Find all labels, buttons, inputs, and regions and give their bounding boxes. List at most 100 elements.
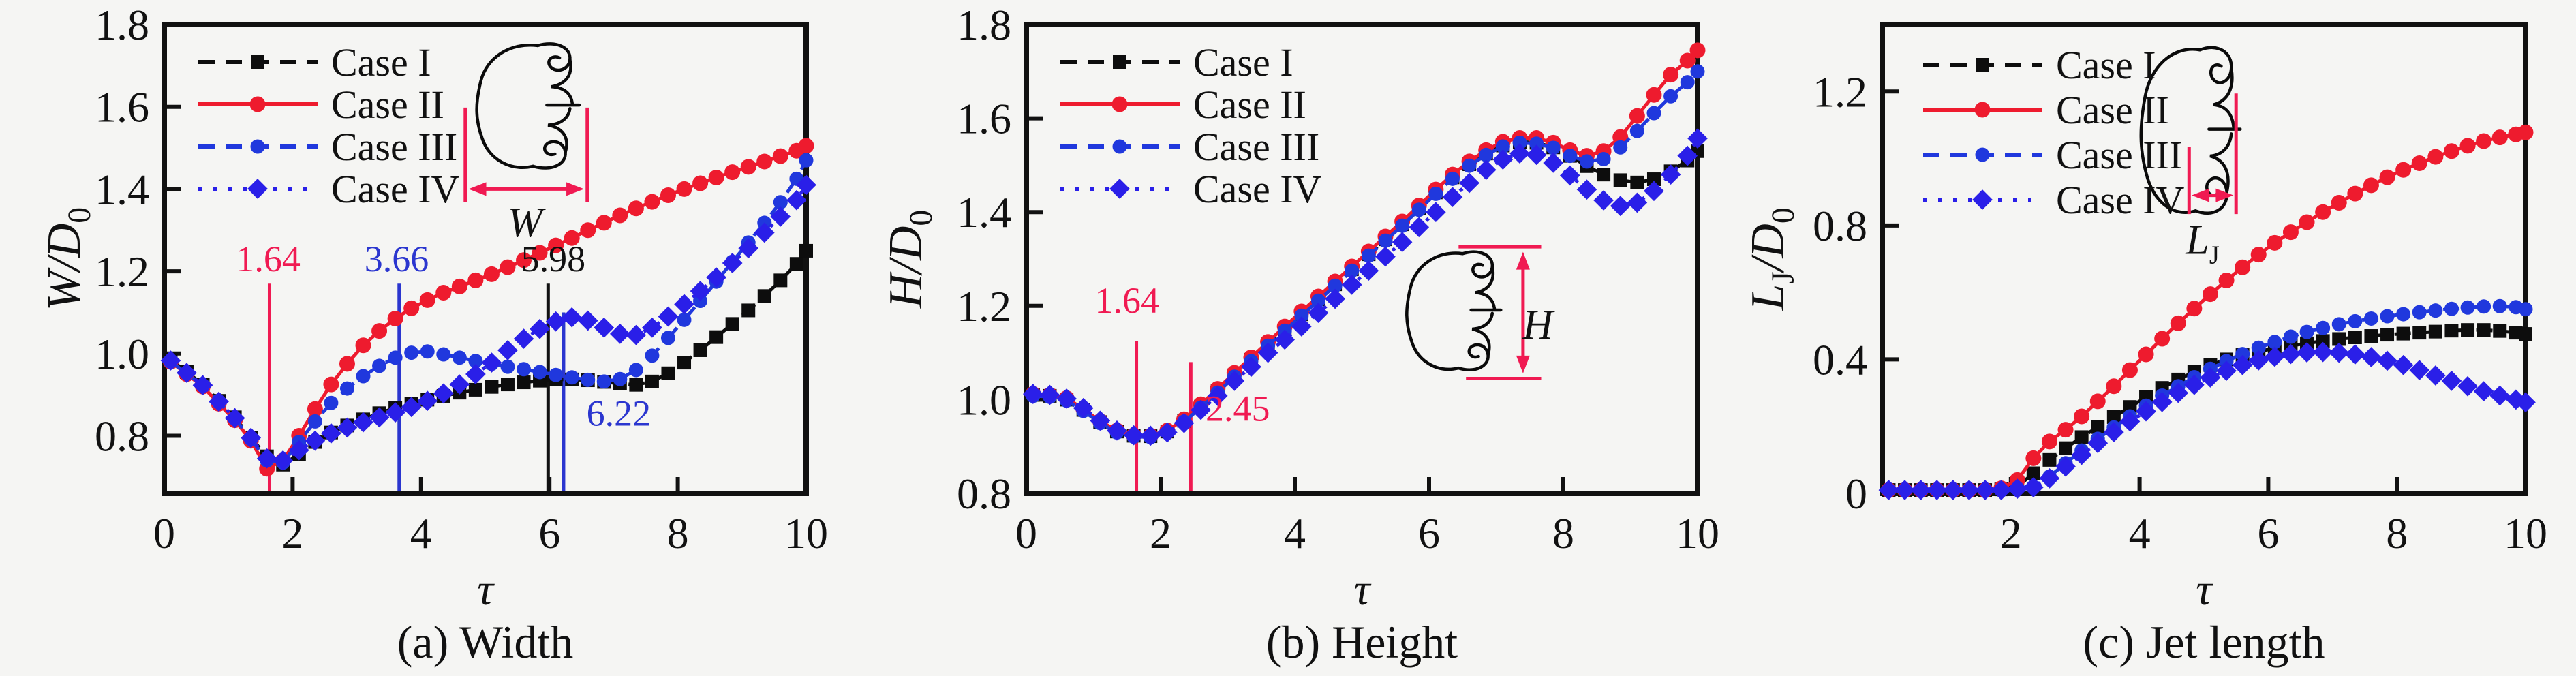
svg-text:0.8: 0.8 bbox=[95, 412, 149, 461]
svg-text:8: 8 bbox=[2386, 509, 2408, 557]
svg-text:1.4: 1.4 bbox=[95, 165, 149, 213]
droplet-sketch-icon bbox=[1407, 252, 1501, 370]
svg-text:0.8: 0.8 bbox=[957, 470, 1011, 518]
svg-text:Case II: Case II bbox=[2056, 88, 2169, 132]
legend-item-case-4: Case IV bbox=[198, 167, 460, 211]
svg-text:1.0: 1.0 bbox=[95, 330, 149, 378]
panel--b-height: 0 2 4 6 8 10 0.8 1.0 1.2 1.4 1.6 1.8 1.6 4 2.45 H Case I… bbox=[957, 1, 1719, 557]
legend-item-case-3: Case III bbox=[1923, 133, 2182, 177]
legend-item-case-1: Case I bbox=[1923, 43, 2156, 87]
svg-text:0: 0 bbox=[153, 509, 175, 557]
y-axis-label-width: W/D0 bbox=[38, 206, 97, 311]
svg-text:8: 8 bbox=[667, 509, 689, 557]
x-axis: 2 4 6 8 10 bbox=[2000, 477, 2547, 557]
plot-frame bbox=[1880, 22, 2528, 496]
svg-text:Case III: Case III bbox=[2056, 133, 2182, 177]
legend-item-case-2: Case II bbox=[1060, 82, 1306, 127]
svg-text:6.22: 6.22 bbox=[587, 393, 651, 433]
caption-jet-length: (c) Jet length bbox=[2083, 616, 2325, 668]
y-axis-label-height: H/D0 bbox=[880, 209, 939, 309]
plot-frame bbox=[1024, 22, 1700, 496]
x-axis-label-tau-a: τ bbox=[477, 565, 493, 615]
plot-frame bbox=[162, 22, 809, 496]
droplet-sketch-icon bbox=[477, 44, 579, 168]
panel--a-width: 0 2 4 6 8 10 0.8 1.0 1.2 1.4 1.6 1.8 1.64 3.66 5.98 6.2… bbox=[95, 1, 828, 557]
series-case-4 bbox=[1878, 341, 2536, 500]
svg-text:W: W bbox=[508, 200, 547, 246]
svg-text:5.98: 5.98 bbox=[521, 239, 586, 279]
svg-text:LJ: LJ bbox=[2185, 217, 2219, 270]
svg-text:2.45: 2.45 bbox=[1206, 388, 1270, 429]
svg-text:4: 4 bbox=[1284, 509, 1306, 557]
svg-text:1.8: 1.8 bbox=[95, 1, 149, 49]
svg-text:1.4: 1.4 bbox=[957, 188, 1011, 236]
legend-item-case-2: Case II bbox=[1923, 88, 2169, 132]
svg-text:1.6: 1.6 bbox=[957, 95, 1011, 143]
svg-text:1.8: 1.8 bbox=[957, 1, 1011, 49]
svg-text:1.0: 1.0 bbox=[957, 375, 1011, 424]
x-axis: 0 2 4 6 8 10 bbox=[1015, 477, 1719, 557]
legend-item-case-3: Case III bbox=[1060, 125, 1319, 169]
legend-item-case-4: Case IV bbox=[1060, 167, 1322, 211]
svg-text:2: 2 bbox=[1150, 509, 1171, 557]
legend-item-case-2: Case II bbox=[198, 82, 444, 127]
series-case-4 bbox=[160, 174, 816, 471]
svg-text:6: 6 bbox=[538, 509, 560, 557]
svg-text:6: 6 bbox=[1418, 509, 1440, 557]
dimension-annotation bbox=[2187, 93, 2238, 215]
svg-text:Case IV: Case IV bbox=[1193, 167, 1322, 211]
series-case-4 bbox=[1023, 128, 1708, 446]
svg-text:10: 10 bbox=[784, 509, 828, 557]
svg-text:Case II: Case II bbox=[1193, 82, 1306, 127]
annotations: 1.64 2.45 H bbox=[1095, 280, 1556, 429]
x-axis-label-tau-c: τ bbox=[2196, 565, 2212, 615]
legend-item-case-1: Case I bbox=[1060, 40, 1293, 84]
annotations: 1.64 3.66 5.98 6.22 W bbox=[236, 200, 651, 434]
svg-text:Case I: Case I bbox=[331, 40, 431, 84]
svg-text:Case III: Case III bbox=[1193, 125, 1319, 169]
x-axis: 0 2 4 6 8 10 bbox=[153, 477, 828, 557]
svg-text:Case III: Case III bbox=[331, 125, 457, 169]
svg-text:Case IV: Case IV bbox=[331, 167, 460, 211]
svg-text:8: 8 bbox=[1552, 509, 1574, 557]
legend-item-case-3: Case III bbox=[198, 125, 457, 169]
svg-text:1.6: 1.6 bbox=[95, 83, 149, 132]
svg-text:2: 2 bbox=[281, 509, 303, 557]
svg-text:1.2: 1.2 bbox=[95, 247, 149, 296]
legend-item-case-4: Case IV bbox=[1923, 178, 2185, 222]
y-axis: 0 0.4 0.8 1.2 bbox=[1813, 67, 1899, 518]
svg-text:4: 4 bbox=[2129, 509, 2151, 557]
svg-text:H: H bbox=[1522, 302, 1555, 348]
svg-text:3.66: 3.66 bbox=[365, 239, 429, 279]
svg-text:4: 4 bbox=[410, 509, 432, 557]
svg-text:0: 0 bbox=[1845, 470, 1867, 518]
annotations: LJ bbox=[2185, 217, 2219, 270]
svg-text:1.2: 1.2 bbox=[957, 282, 1011, 331]
y-axis-label-jet-length: LJ/D0 bbox=[1742, 207, 1801, 311]
legend-item-case-1: Case I bbox=[198, 40, 431, 84]
y-axis: 0.8 1.0 1.2 1.4 1.6 1.8 bbox=[95, 1, 181, 461]
series-case-1 bbox=[1882, 323, 2532, 497]
svg-text:Case IV: Case IV bbox=[2056, 178, 2185, 222]
series-case-3 bbox=[163, 153, 814, 470]
svg-text:Case I: Case I bbox=[2056, 43, 2156, 87]
svg-text:2: 2 bbox=[2000, 509, 2022, 557]
svg-text:6: 6 bbox=[2257, 509, 2279, 557]
y-axis: 0.8 1.0 1.2 1.4 1.6 1.8 bbox=[957, 1, 1043, 518]
svg-text:10: 10 bbox=[1676, 509, 1719, 557]
x-axis-label-tau-b: τ bbox=[1353, 565, 1370, 615]
svg-text:0: 0 bbox=[1015, 509, 1037, 557]
dimension-annotation bbox=[1458, 245, 1542, 380]
dimension-annotation bbox=[463, 107, 589, 202]
caption-height: (b) Height bbox=[1266, 616, 1458, 668]
svg-text:10: 10 bbox=[2504, 509, 2547, 557]
svg-text:1.64: 1.64 bbox=[236, 239, 301, 279]
series-case-3 bbox=[1026, 64, 1705, 444]
svg-text:Case I: Case I bbox=[1193, 40, 1293, 84]
